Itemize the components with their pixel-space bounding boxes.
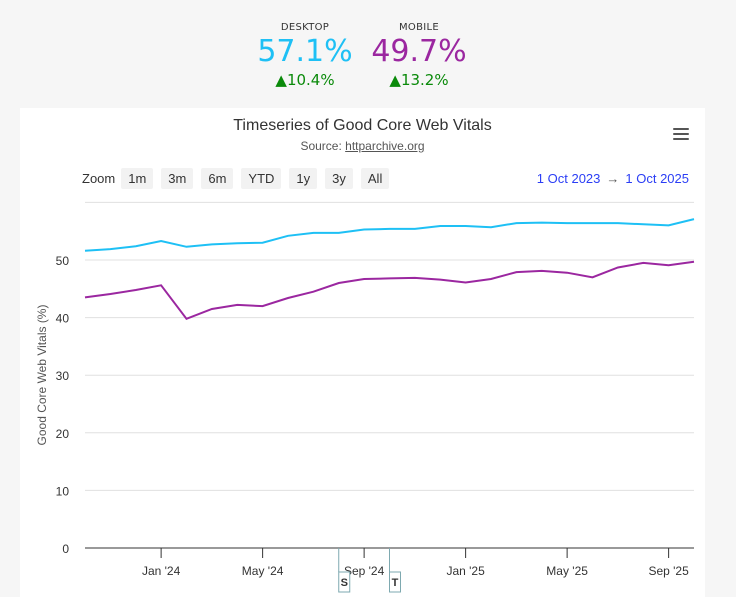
y-tick-label: 30 (56, 369, 70, 383)
flag-marker (389, 571, 401, 593)
kpi-label: DESKTOP (280, 22, 330, 33)
zoom-all-button[interactable]: All (360, 168, 390, 189)
kpi-change: ▲10.4% (275, 71, 335, 89)
x-tick-label: Sep '25 (648, 564, 689, 578)
zoom-ytd-button[interactable]: YTD (241, 168, 282, 189)
mobile-series-line (84, 260, 695, 321)
x-tick-label: May '24 (242, 564, 284, 578)
zoom-1m-button[interactable]: 1m (121, 168, 154, 189)
chart-subtitle: Source: httparchive.org (20, 139, 705, 153)
flag-label: T (392, 577, 399, 589)
kpi-mobile: MOBILE 49.7% ▲13.2% (359, 22, 479, 89)
kpi-change: ▲13.2% (389, 71, 449, 89)
x-tick-label: May '25 (546, 564, 588, 578)
kpi-value: 49.7% (371, 34, 467, 69)
kpi-desktop: DESKTOP 57.1% ▲10.4% (245, 22, 365, 89)
desktop-series-line (84, 218, 695, 252)
source-link[interactable]: httparchive.org (345, 139, 425, 153)
x-tick-label: Jan '25 (446, 564, 485, 578)
chart-panel: Timeseries of Good Core Web Vitals Sourc… (20, 108, 705, 597)
date-range: 1 Oct 2023 → 1 Oct 2025 (537, 171, 689, 186)
zoom-6m-button[interactable]: 6m (201, 168, 234, 189)
kpi-value: 57.1% (257, 34, 353, 69)
y-tick-label: 40 (56, 312, 70, 326)
x-tick-label: Jan '24 (142, 564, 181, 578)
flag-label: S (341, 577, 348, 589)
zoom-3m-button[interactable]: 3m (161, 168, 194, 189)
y-tick-label: 20 (56, 427, 70, 441)
y-axis-label: Good Core Web Vitals (%) (35, 305, 49, 446)
zoom-3y-button[interactable]: 3y (325, 168, 353, 189)
subtitle-prefix: Source: (300, 139, 346, 153)
zoom-label: Zoom (82, 171, 116, 186)
x-tick-label: Sep '24 (344, 564, 385, 578)
range-to[interactable]: 1 Oct 2025 (625, 171, 689, 186)
zoom-1y-button[interactable]: 1y (289, 168, 318, 189)
arrow-right-icon: → (606, 171, 620, 186)
y-tick-label: 10 (56, 484, 70, 498)
flag-marker (338, 571, 351, 593)
y-tick-label: 0 (62, 542, 69, 556)
zoom-controls: Zoom 1m 3m 6m YTD 1y 3y All (82, 168, 397, 189)
range-from[interactable]: 1 Oct 2023 (536, 171, 601, 186)
kpi-label: MOBILE (399, 22, 439, 33)
chart-title: Timeseries of Good Core Web Vitals (233, 117, 492, 134)
hamburger-icon[interactable] (673, 128, 689, 143)
y-tick-label: 50 (56, 254, 70, 268)
